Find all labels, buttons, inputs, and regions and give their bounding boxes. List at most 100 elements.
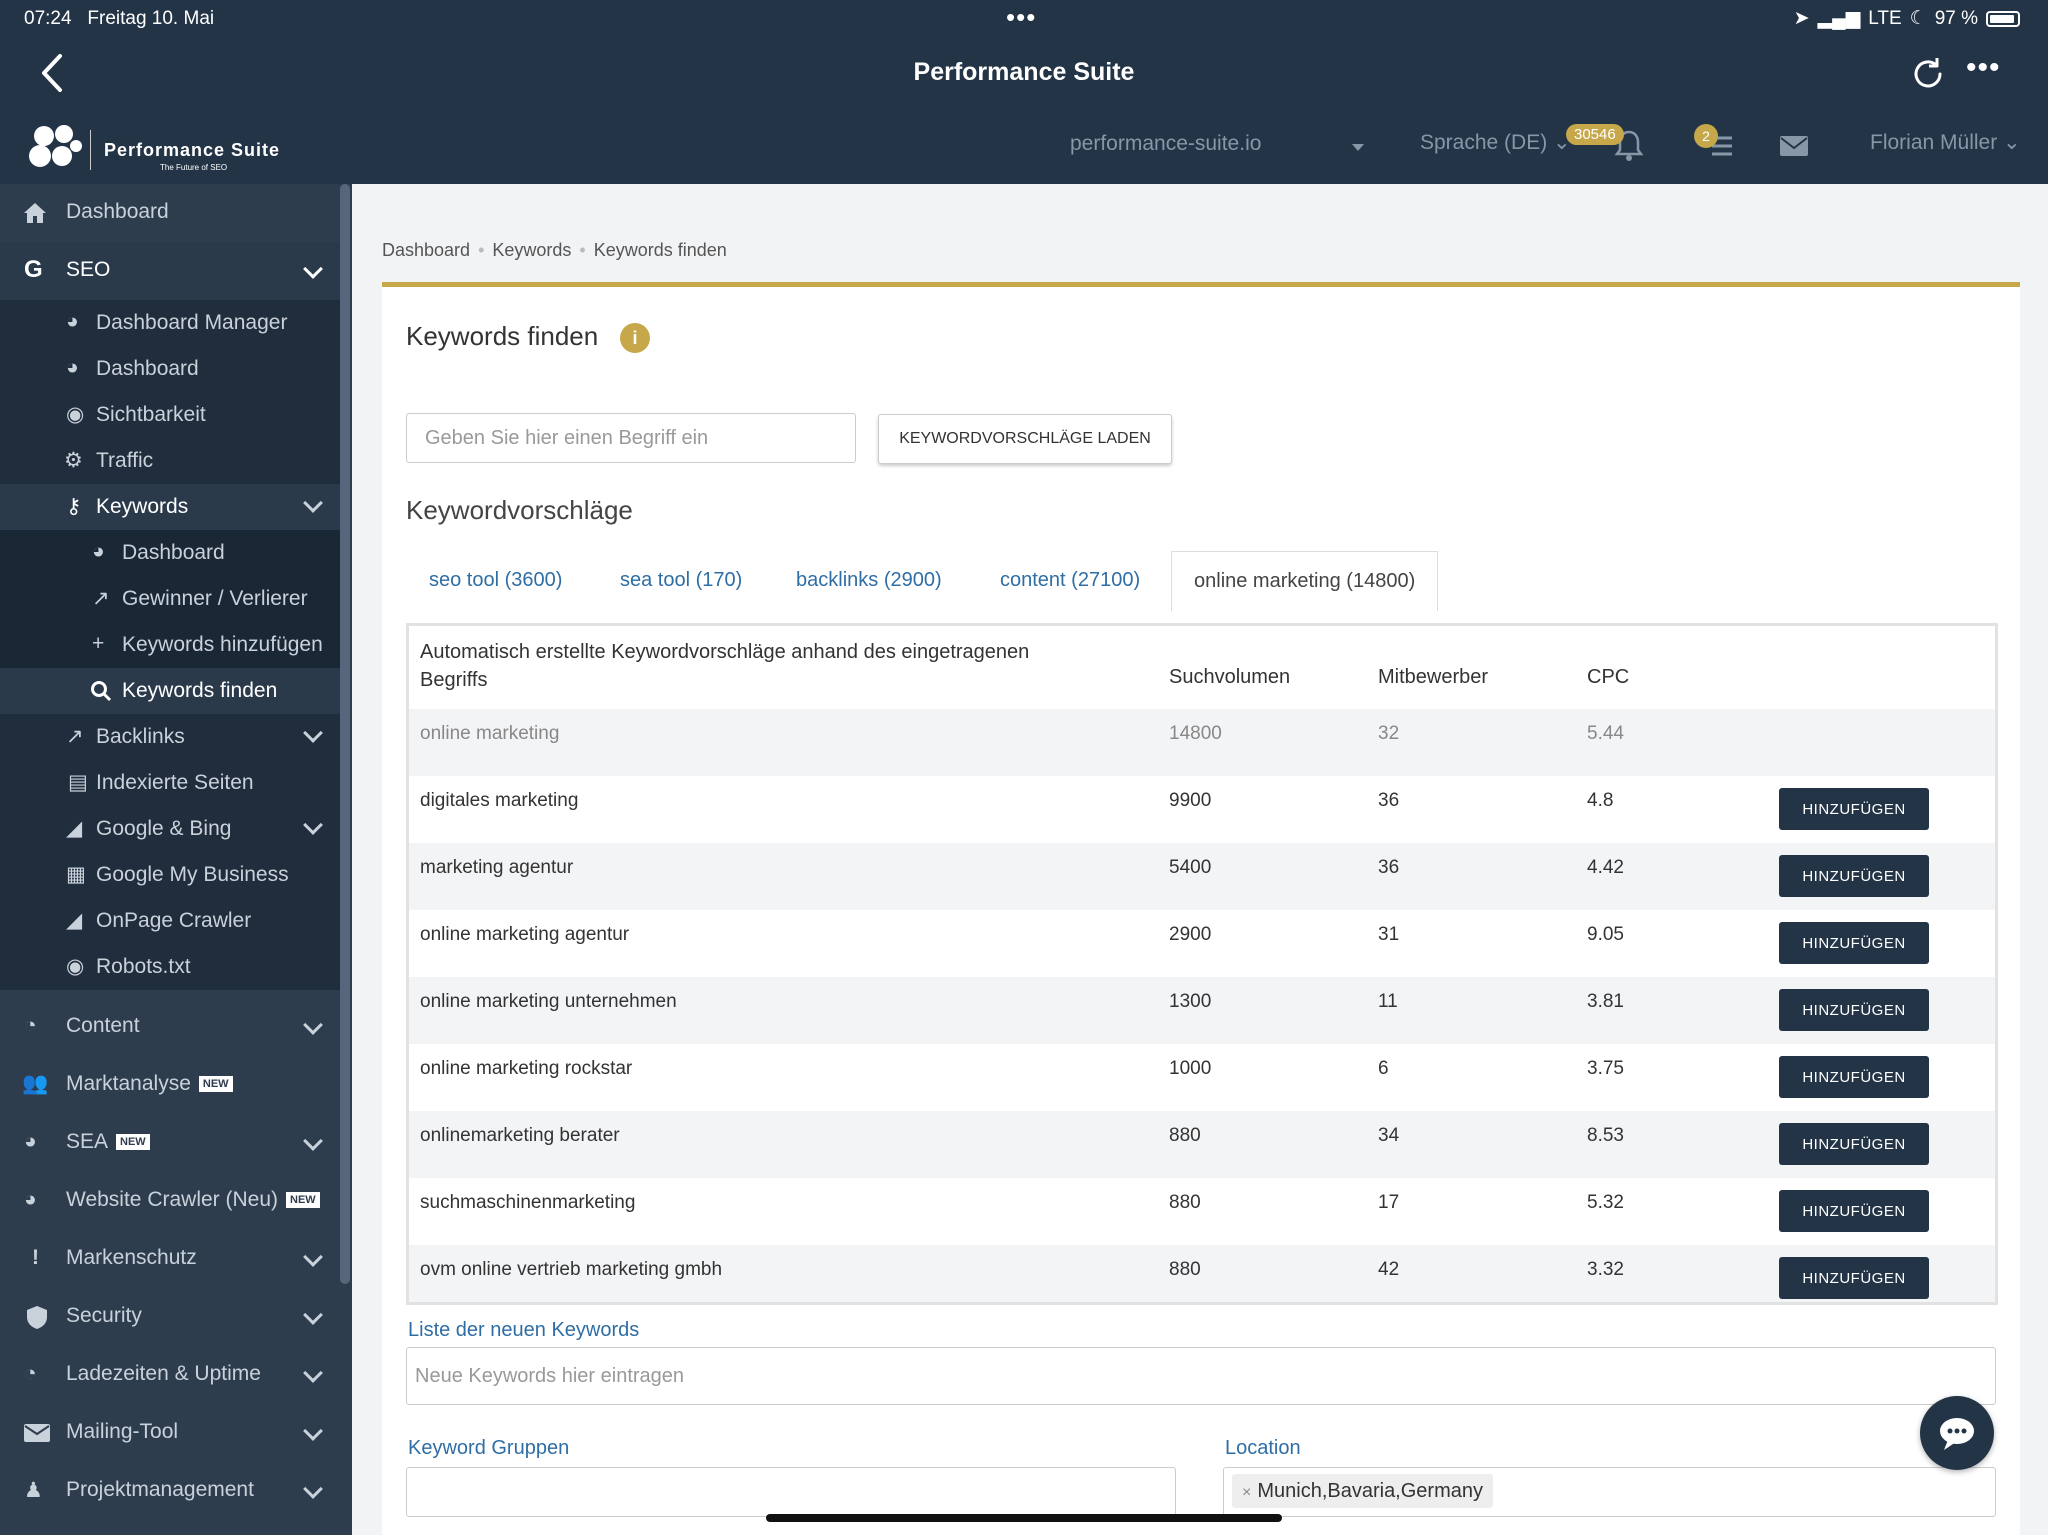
sidebar-item-security[interactable]: Security — [0, 1288, 340, 1344]
new-badge: NEW — [116, 1134, 150, 1151]
chevron-down-icon — [303, 259, 323, 279]
add-keyword-button[interactable]: HINZUFÜGEN — [1779, 922, 1929, 964]
sidebar-item-onpage-crawler[interactable]: ◢ OnPage Crawler — [0, 898, 340, 944]
chevron-down-icon — [303, 1131, 323, 1151]
chevron-down-icon — [303, 1015, 323, 1035]
sidebar-item-content[interactable]: ◔ Content — [0, 998, 340, 1054]
cell-competitors: 11 — [1378, 991, 1398, 1012]
page-title: Keywords finden — [406, 321, 599, 351]
table-row: digitales marketing 9900 36 4.8 HINZUFÜG… — [409, 776, 1995, 843]
sidebar-item-label: Ladezeiten & Uptime — [66, 1362, 261, 1385]
add-keyword-button[interactable]: HINZUFÜGEN — [1779, 1257, 1929, 1299]
add-keyword-button[interactable]: HINZUFÜGEN — [1779, 989, 1929, 1031]
cell-volume: 880 — [1169, 1259, 1201, 1280]
envelope-icon — [24, 1424, 50, 1442]
sidebar: Dashboard G SEO ◕ Dashboard Manager ◕ Da… — [0, 184, 352, 1535]
add-keyword-button[interactable]: HINZUFÜGEN — [1779, 788, 1929, 830]
battery-icon — [1986, 10, 2020, 27]
sidebar-item-keywords-hinzufuegen[interactable]: + Keywords hinzufügen — [0, 622, 340, 668]
sidebar-item-google-my-business[interactable]: ▦ Google My Business — [0, 852, 340, 898]
cell-keyword: online marketing rockstar — [420, 1058, 633, 1079]
more-options-icon[interactable]: ••• — [1966, 51, 2001, 84]
back-arrow-icon[interactable] — [34, 50, 74, 96]
logo-icon — [29, 125, 82, 167]
location-chip[interactable]: × Munich,Bavaria,Germany — [1232, 1474, 1493, 1508]
envelope-icon[interactable] — [1780, 136, 1808, 156]
table-row: onlinemarketing berater 880 34 8.53 HINZ… — [409, 1111, 1995, 1178]
sidebar-item-label: Dashboard — [96, 357, 199, 380]
add-keyword-button[interactable]: HINZUFÜGEN — [1779, 855, 1929, 897]
cell-cpc: 9.05 — [1587, 924, 1624, 945]
sidebar-scrollbar[interactable] — [340, 184, 350, 1284]
sidebar-item-website-crawler[interactable]: ◕ Website Crawler (Neu) NEW — [0, 1172, 340, 1228]
breadcrumb-dashboard[interactable]: Dashboard — [382, 240, 471, 260]
cell-cpc: 5.32 — [1587, 1192, 1624, 1213]
sidebar-item-google-bing[interactable]: ◢ Google & Bing — [0, 806, 340, 852]
reload-icon[interactable] — [1910, 56, 1946, 92]
breadcrumb-keywords[interactable]: Keywords — [492, 240, 572, 260]
sidebar-item-keywords-dashboard[interactable]: ◕ Dashboard — [0, 530, 340, 576]
cell-volume: 5400 — [1169, 857, 1212, 878]
home-indicator[interactable] — [766, 1514, 1282, 1522]
sidebar-item-dashboard-manager[interactable]: ◕ Dashboard Manager — [0, 300, 340, 346]
suggestions-title: Keywordvorschläge — [406, 495, 633, 525]
cell-competitors: 31 — [1378, 924, 1400, 945]
sidebar-item-seo-dashboard[interactable]: ◕ Dashboard — [0, 346, 340, 392]
sidebar-item-robots-txt[interactable]: ◉ Robots.txt — [0, 944, 340, 990]
network-label: LTE — [1868, 7, 1902, 29]
cell-competitors: 36 — [1378, 790, 1400, 811]
add-keyword-button[interactable]: HINZUFÜGEN — [1779, 1056, 1929, 1098]
sidebar-item-label: Indexierte Seiten — [96, 771, 254, 794]
tab-sea-tool[interactable]: sea tool (170) — [620, 569, 743, 591]
info-icon[interactable]: i — [620, 323, 650, 353]
sidebar-item-marktanalyse[interactable]: 👥 Marktanalyse NEW — [0, 1056, 340, 1112]
caret-down-icon — [1352, 144, 1364, 151]
column-header-competitors: Mitbewerber — [1378, 666, 1489, 688]
sidebar-item-keywords-finden[interactable]: Keywords finden — [0, 668, 340, 714]
breadcrumb-separator: • — [579, 240, 586, 260]
home-icon — [24, 203, 46, 223]
language-selector[interactable]: Sprache (DE) ⌄ — [1420, 131, 1571, 154]
user-menu[interactable]: Florian Müller ⌄ — [1870, 131, 2021, 154]
sidebar-item-label: Keywords hinzufügen — [122, 633, 323, 656]
chevron-down-icon — [303, 1479, 323, 1499]
location-input[interactable]: × Munich,Bavaria,Germany — [1223, 1467, 1996, 1517]
load-suggestions-button[interactable]: KEYWORDVORSCHLÄGE LADEN — [878, 414, 1172, 464]
sidebar-item-mailing-tool[interactable]: Mailing-Tool — [0, 1404, 340, 1460]
tab-online-marketing[interactable]: online marketing (14800) — [1171, 551, 1439, 611]
sidebar-item-ladezeiten[interactable]: ◔ Ladezeiten & Uptime — [0, 1346, 340, 1402]
sidebar-item-indexierte-seiten[interactable]: ▤ Indexierte Seiten — [0, 760, 340, 806]
sidebar-item-seo[interactable]: G SEO — [0, 242, 340, 300]
tab-backlinks[interactable]: backlinks (2900) — [796, 569, 942, 591]
new-keywords-input[interactable] — [406, 1347, 1996, 1405]
plus-icon: + — [92, 632, 105, 655]
remove-chip-icon[interactable]: × — [1242, 1484, 1252, 1501]
cell-competitors: 34 — [1378, 1125, 1400, 1146]
domain-selector[interactable]: performance-suite.io — [1070, 132, 1262, 155]
new-keywords-label: Liste der neuen Keywords — [408, 1319, 640, 1341]
chat-button[interactable] — [1920, 1396, 1994, 1470]
sidebar-item-gewinner-verlierer[interactable]: ↗ Gewinner / Verlierer — [0, 576, 340, 622]
sidebar-item-backlinks[interactable]: ↗ Backlinks — [0, 714, 340, 760]
keyword-groups-input[interactable] — [406, 1467, 1176, 1517]
logo-tagline: The Future of SEO — [160, 163, 228, 172]
logo[interactable]: Performance Suite The Future of SEO — [26, 122, 306, 176]
sidebar-item-label: Keywords — [96, 495, 189, 518]
tab-content[interactable]: content (27100) — [1000, 569, 1141, 591]
cell-competitors: 42 — [1378, 1259, 1400, 1280]
column-header-cpc: CPC — [1587, 666, 1630, 688]
cell-keyword: onlinemarketing berater — [420, 1125, 620, 1146]
breadcrumb: Dashboard • Keywords • Keywords finden — [382, 240, 727, 261]
sidebar-item-markenschutz[interactable]: ! Markenschutz — [0, 1230, 340, 1286]
sidebar-item-traffic[interactable]: ⚙ Traffic — [0, 438, 340, 484]
sidebar-item-projektmanagement[interactable]: ♟ Projektmanagement — [0, 1462, 340, 1518]
tab-seo-tool[interactable]: seo tool (3600) — [429, 569, 563, 591]
sidebar-item-sea[interactable]: ◕ SEA NEW — [0, 1114, 340, 1170]
sidebar-item-sichtbarkeit[interactable]: ◉ Sichtbarkeit — [0, 392, 340, 438]
search-input[interactable] — [406, 413, 856, 463]
sidebar-item-keywords[interactable]: ⚷ Keywords — [0, 484, 340, 530]
sidebar-item-dashboard[interactable]: Dashboard — [0, 184, 340, 240]
multitasking-dots-icon[interactable]: ••• — [1006, 2, 1037, 32]
add-keyword-button[interactable]: HINZUFÜGEN — [1779, 1190, 1929, 1232]
add-keyword-button[interactable]: HINZUFÜGEN — [1779, 1123, 1929, 1165]
